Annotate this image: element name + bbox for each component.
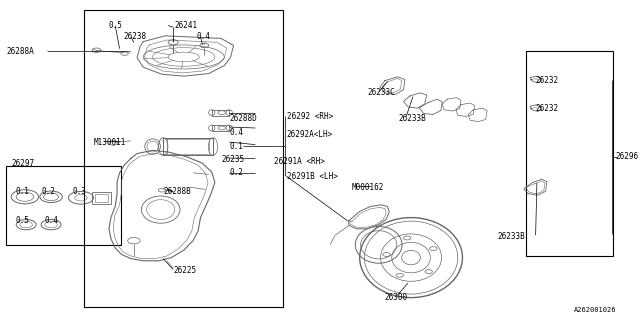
Bar <box>6 166 122 245</box>
Text: 26300: 26300 <box>385 293 408 302</box>
Text: 26233C: 26233C <box>367 88 396 97</box>
Text: 26288D: 26288D <box>229 114 257 123</box>
Text: 26238: 26238 <box>124 32 147 41</box>
Text: 26232: 26232 <box>536 76 559 84</box>
Text: 26225: 26225 <box>173 266 196 275</box>
Text: 26233B: 26233B <box>399 114 426 123</box>
Text: 26297: 26297 <box>12 159 35 168</box>
Bar <box>526 51 614 256</box>
Text: 0.3: 0.3 <box>72 188 86 196</box>
Text: 0.2: 0.2 <box>42 188 56 196</box>
Text: 26292A<LH>: 26292A<LH> <box>287 130 333 139</box>
Text: M130011: M130011 <box>93 138 126 147</box>
Text: 26232: 26232 <box>536 104 559 113</box>
Text: 0.1: 0.1 <box>229 142 243 151</box>
Text: 0.4: 0.4 <box>45 216 59 225</box>
Text: A262001026: A262001026 <box>574 308 616 313</box>
Text: 0.1: 0.1 <box>15 188 29 196</box>
Text: 26288A: 26288A <box>6 47 34 56</box>
Bar <box>84 10 284 307</box>
Text: 26296: 26296 <box>615 152 639 161</box>
Text: 0.2: 0.2 <box>229 168 243 177</box>
Text: 26292 <RH>: 26292 <RH> <box>287 112 333 121</box>
Text: 0.4: 0.4 <box>229 128 243 137</box>
Text: 26233B: 26233B <box>497 232 525 241</box>
Text: 0.5: 0.5 <box>109 21 123 30</box>
Text: 26291B <LH>: 26291B <LH> <box>287 172 337 180</box>
Bar <box>92 192 111 204</box>
Text: 0.5: 0.5 <box>15 216 29 225</box>
Text: M000162: M000162 <box>352 183 384 192</box>
Text: 26235: 26235 <box>221 155 244 164</box>
Text: 26288B: 26288B <box>163 188 191 196</box>
Text: 26291A <RH>: 26291A <RH> <box>274 157 325 166</box>
Text: 0.4: 0.4 <box>197 32 211 41</box>
Text: 26241: 26241 <box>174 21 198 30</box>
Bar <box>95 194 108 202</box>
